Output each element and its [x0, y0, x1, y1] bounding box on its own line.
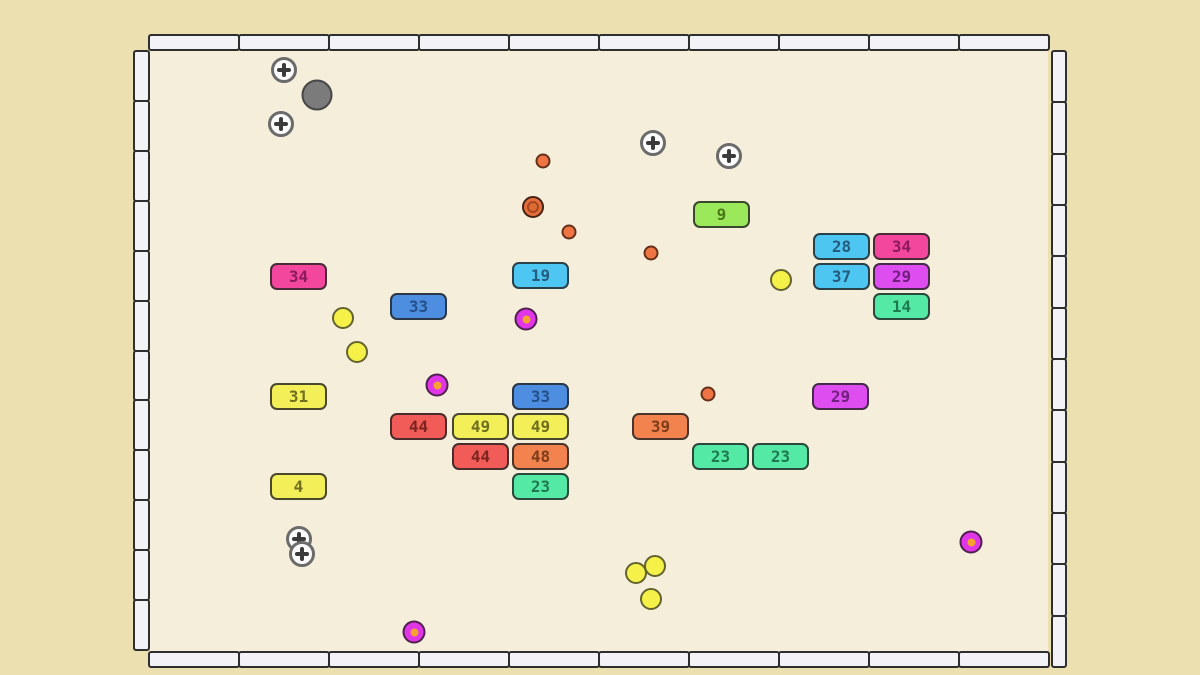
wall-brick — [1051, 614, 1067, 668]
orange-dot — [700, 386, 716, 402]
wall-brick — [868, 34, 960, 51]
wall-brick — [1051, 511, 1067, 566]
orange-donut-dot — [522, 196, 544, 218]
wall-brick — [1051, 409, 1067, 463]
number-block: 28 — [813, 233, 870, 260]
yellow-ball — [640, 588, 662, 610]
wall-brick — [133, 149, 150, 202]
orange-dot — [561, 224, 577, 240]
wall-brick — [418, 34, 510, 51]
number-block: 34 — [873, 233, 930, 260]
wall-brick — [133, 99, 150, 152]
number-block: 19 — [512, 262, 569, 289]
magenta-power-ball — [425, 373, 449, 397]
wall-brick — [688, 34, 780, 51]
number-block: 48 — [512, 443, 569, 470]
plus-circle-icon — [268, 111, 294, 137]
wall-brick — [1051, 152, 1067, 206]
wall-right — [1051, 50, 1067, 668]
wall-brick — [1051, 357, 1067, 412]
wall-brick — [238, 651, 330, 668]
wall-brick — [133, 249, 150, 302]
wall-brick — [1051, 306, 1067, 360]
wall-brick — [328, 651, 420, 668]
wall-brick — [508, 34, 600, 51]
orange-dot — [535, 153, 551, 169]
wall-brick — [133, 50, 150, 102]
wall-brick — [1051, 50, 1067, 104]
number-block: 49 — [512, 413, 569, 440]
wall-brick — [133, 199, 150, 252]
plus-circle-icon — [716, 143, 742, 169]
number-block: 29 — [873, 263, 930, 290]
number-block: 4 — [270, 473, 327, 500]
wall-brick — [958, 651, 1050, 668]
number-block: 23 — [692, 443, 749, 470]
wall-brick — [778, 651, 870, 668]
wall-brick — [1051, 460, 1067, 514]
yellow-ball — [770, 269, 792, 291]
wall-brick — [238, 34, 330, 51]
magenta-power-ball — [402, 620, 426, 644]
wall-brick — [1051, 101, 1067, 155]
wall-brick — [133, 499, 150, 552]
number-block: 29 — [812, 383, 869, 410]
wall-brick — [133, 449, 150, 502]
number-block: 49 — [452, 413, 509, 440]
wall-brick — [133, 299, 150, 352]
number-block: 33 — [512, 383, 569, 410]
number-block: 44 — [390, 413, 447, 440]
wall-brick — [1051, 563, 1067, 617]
wall-brick — [598, 651, 690, 668]
wall-top — [148, 34, 1050, 51]
wall-brick — [148, 651, 240, 668]
yellow-ball — [332, 307, 354, 329]
wall-brick — [133, 349, 150, 402]
wall-brick — [598, 34, 690, 51]
number-block: 39 — [632, 413, 689, 440]
number-block: 31 — [270, 383, 327, 410]
magenta-power-ball — [514, 307, 538, 331]
wall-brick — [1051, 255, 1067, 309]
plus-circle-icon — [289, 541, 315, 567]
wall-brick — [508, 651, 600, 668]
wall-brick — [418, 651, 510, 668]
magenta-power-ball — [959, 530, 983, 554]
number-block: 44 — [452, 443, 509, 470]
wall-bottom — [148, 651, 1050, 668]
yellow-ball — [346, 341, 368, 363]
number-block: 37 — [813, 263, 870, 290]
wall-brick — [778, 34, 870, 51]
gray-ball — [301, 79, 333, 111]
wall-brick — [868, 651, 960, 668]
wall-brick — [1051, 203, 1067, 258]
wall-brick — [133, 399, 150, 452]
wall-brick — [958, 34, 1050, 51]
plus-circle-icon — [640, 130, 666, 156]
wall-left — [133, 50, 150, 652]
number-block: 33 — [390, 293, 447, 320]
number-block: 23 — [752, 443, 809, 470]
wall-brick — [688, 651, 780, 668]
playfield[interactable] — [150, 51, 1048, 652]
number-block: 9 — [693, 201, 750, 228]
yellow-ball — [644, 555, 666, 577]
number-block: 23 — [512, 473, 569, 500]
wall-brick — [133, 599, 150, 652]
plus-circle-icon — [271, 57, 297, 83]
orange-dot — [643, 245, 659, 261]
number-block: 14 — [873, 293, 930, 320]
wall-brick — [328, 34, 420, 51]
number-block: 34 — [270, 263, 327, 290]
wall-brick — [133, 549, 150, 602]
wall-brick — [148, 34, 240, 51]
